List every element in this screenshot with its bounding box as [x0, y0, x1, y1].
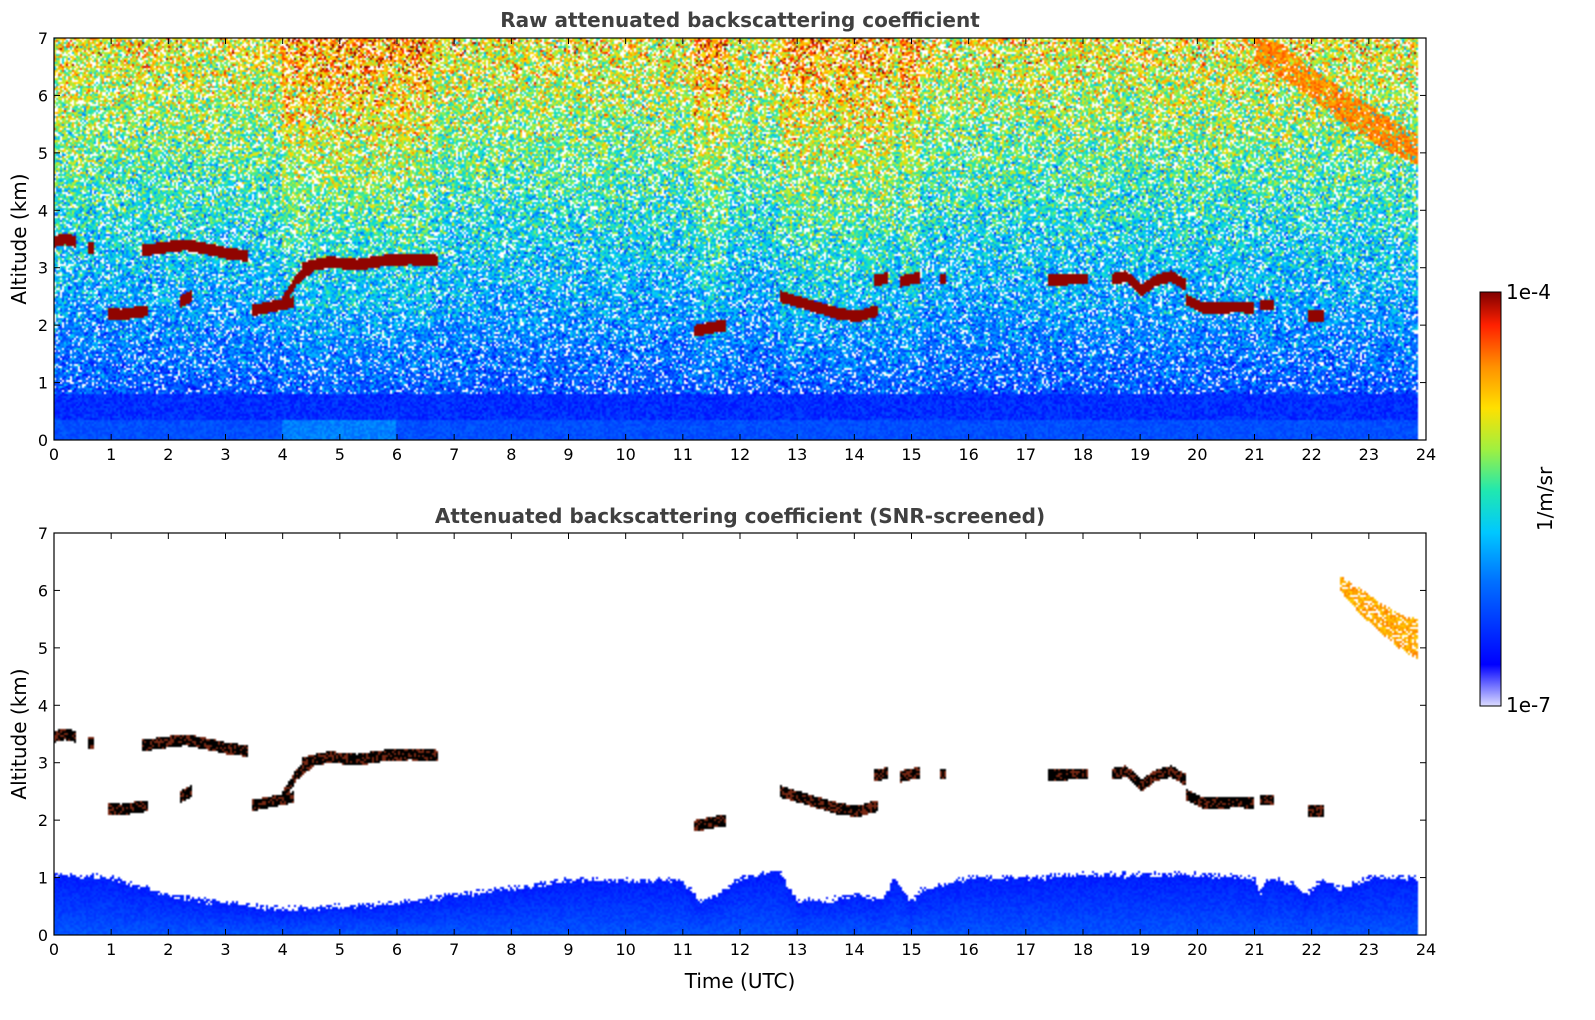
x-tick-label: 12: [730, 940, 750, 959]
x-tick-label: 4: [278, 940, 288, 959]
raw-axis-ticks: 0 1 2 3 4 5 6 7 8 9 10 11 12 13 14 15 16 17 18 19 20 21 22 23 24…: [38, 29, 1436, 464]
y-tick-label: 3: [38, 754, 48, 773]
x-axis-label: Time (UTC): [684, 969, 796, 993]
x-tick-label: 14: [844, 445, 864, 464]
x-tick-label: 5: [335, 445, 345, 464]
x-tick-label: 0: [49, 940, 59, 959]
y-tick-label: 0: [38, 431, 48, 450]
x-tick-label: 15: [901, 445, 921, 464]
x-tick-label: 4: [278, 445, 288, 464]
y-tick-label: 1: [38, 374, 48, 393]
x-tick-label: 8: [506, 445, 516, 464]
x-tick-label: 0: [49, 445, 59, 464]
x-tick-label: 8: [506, 940, 516, 959]
colorbar-label: 1/m/sr: [1533, 466, 1557, 531]
panel-screened: Attenuated backscattering coefficient (S…: [7, 504, 1436, 993]
x-tick-label: 19: [1130, 940, 1150, 959]
x-tick-label: 24: [1416, 445, 1436, 464]
x-tick-label: 17: [1016, 940, 1036, 959]
y-tick-label: 4: [38, 201, 48, 220]
panel-raw: Raw attenuated backscattering coefficien…: [7, 8, 1436, 464]
x-tick-label: 22: [1301, 940, 1321, 959]
x-tick-label: 21: [1244, 445, 1264, 464]
y-tick-label: 4: [38, 696, 48, 715]
colorbar-max-label: 1e-4: [1506, 280, 1551, 304]
x-tick-label: 3: [220, 940, 230, 959]
x-tick-label: 10: [615, 445, 635, 464]
x-tick-label: 18: [1073, 940, 1093, 959]
y-tick-label: 0: [38, 926, 48, 945]
y-tick-label: 5: [38, 144, 48, 163]
x-tick-label: 2: [163, 940, 173, 959]
colorbar-gradient: [1479, 291, 1502, 707]
screened-heatmap: [54, 533, 1426, 935]
x-tick-label: 1: [106, 940, 116, 959]
x-tick-label: 6: [392, 445, 402, 464]
colorbar: 1e-4 1e-7 1/m/sr: [1479, 280, 1557, 717]
screened-y-axis-label: Altitude (km): [7, 668, 31, 799]
x-tick-label: 20: [1187, 940, 1207, 959]
y-tick-label: 6: [38, 86, 48, 105]
y-tick-label: 7: [38, 29, 48, 48]
x-tick-label: 15: [901, 940, 921, 959]
x-tick-label: 11: [673, 445, 693, 464]
x-tick-label: 13: [787, 445, 807, 464]
x-tick-label: 19: [1130, 445, 1150, 464]
x-tick-label: 16: [958, 940, 978, 959]
x-tick-label: 17: [1016, 445, 1036, 464]
x-tick-label: 10: [615, 940, 635, 959]
x-tick-label: 12: [730, 445, 750, 464]
x-tick-label: 6: [392, 940, 402, 959]
y-tick-label: 1: [38, 869, 48, 888]
colorbar-min-label: 1e-7: [1506, 693, 1551, 717]
x-tick-label: 23: [1359, 445, 1379, 464]
x-tick-label: 20: [1187, 445, 1207, 464]
x-tick-label: 13: [787, 940, 807, 959]
raw-heatmap: [54, 38, 1426, 440]
raw-y-axis-label: Altitude (km): [7, 173, 31, 304]
x-tick-label: 23: [1359, 940, 1379, 959]
x-tick-label: 7: [449, 445, 459, 464]
x-tick-label: 3: [220, 445, 230, 464]
x-tick-label: 22: [1301, 445, 1321, 464]
y-tick-label: 7: [38, 524, 48, 543]
screened-axis-ticks: 0 1 2 3 4 5 6 7 8 9 10 11 12 13 14 15 16 17 18 19 20 21 22 23 24…: [38, 524, 1436, 959]
x-tick-label: 11: [673, 940, 693, 959]
x-tick-label: 16: [958, 445, 978, 464]
y-tick-label: 2: [38, 811, 48, 830]
panel-raw-title: Raw attenuated backscattering coefficien…: [500, 8, 980, 32]
y-tick-label: 6: [38, 581, 48, 600]
y-tick-label: 3: [38, 259, 48, 278]
y-tick-label: 2: [38, 316, 48, 335]
x-tick-label: 2: [163, 445, 173, 464]
x-tick-label: 7: [449, 940, 459, 959]
x-tick-label: 24: [1416, 940, 1436, 959]
x-tick-label: 5: [335, 940, 345, 959]
x-tick-label: 1: [106, 445, 116, 464]
panel-screened-title: Attenuated backscattering coefficient (S…: [435, 504, 1045, 528]
x-tick-label: 21: [1244, 940, 1264, 959]
x-tick-label: 9: [563, 445, 573, 464]
x-tick-label: 9: [563, 940, 573, 959]
x-tick-label: 14: [844, 940, 864, 959]
x-tick-label: 18: [1073, 445, 1093, 464]
y-tick-label: 5: [38, 639, 48, 658]
